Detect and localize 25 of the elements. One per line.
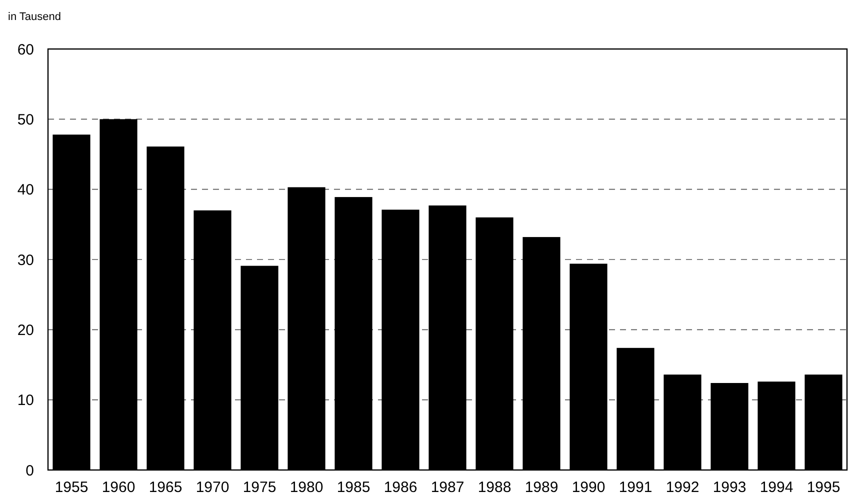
x-tick-label: 1988 bbox=[478, 479, 512, 496]
x-tick-label: 1970 bbox=[196, 479, 230, 496]
x-tick-label: 1991 bbox=[618, 479, 652, 496]
x-tick-label: 1993 bbox=[712, 479, 746, 496]
y-tick-label: 40 bbox=[17, 182, 34, 199]
x-tick-label: 1992 bbox=[666, 479, 700, 496]
x-tick-label: 1965 bbox=[148, 479, 182, 496]
x-tick-label: 1990 bbox=[572, 479, 606, 496]
x-tick-label: 1980 bbox=[290, 479, 324, 496]
x-tick-label: 1987 bbox=[430, 479, 464, 496]
y-tick-label: 20 bbox=[17, 322, 34, 339]
x-tick-label: 1960 bbox=[102, 479, 136, 496]
y-tick-label: 30 bbox=[17, 252, 34, 269]
y-tick-label: 10 bbox=[17, 392, 34, 410]
x-tick-label: 1955 bbox=[54, 479, 88, 496]
x-tick-label: 1989 bbox=[524, 479, 558, 496]
y-axis-title: in Tausend bbox=[8, 11, 62, 23]
y-tick-label: 50 bbox=[17, 111, 34, 128]
y-tick-label: 60 bbox=[17, 41, 34, 58]
x-tick-label: 1985 bbox=[336, 479, 370, 496]
x-tick-label: 1975 bbox=[242, 479, 276, 496]
y-tick-label: 0 bbox=[26, 462, 34, 480]
x-tick-label: 1986 bbox=[384, 479, 418, 496]
x-tick-label: 1994 bbox=[760, 479, 794, 496]
x-tick-label: 1995 bbox=[806, 479, 840, 496]
